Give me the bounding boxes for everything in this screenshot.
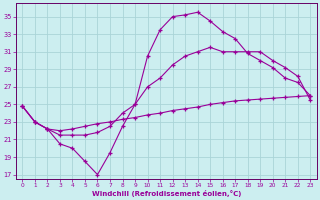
X-axis label: Windchill (Refroidissement éolien,°C): Windchill (Refroidissement éolien,°C) xyxy=(92,190,241,197)
